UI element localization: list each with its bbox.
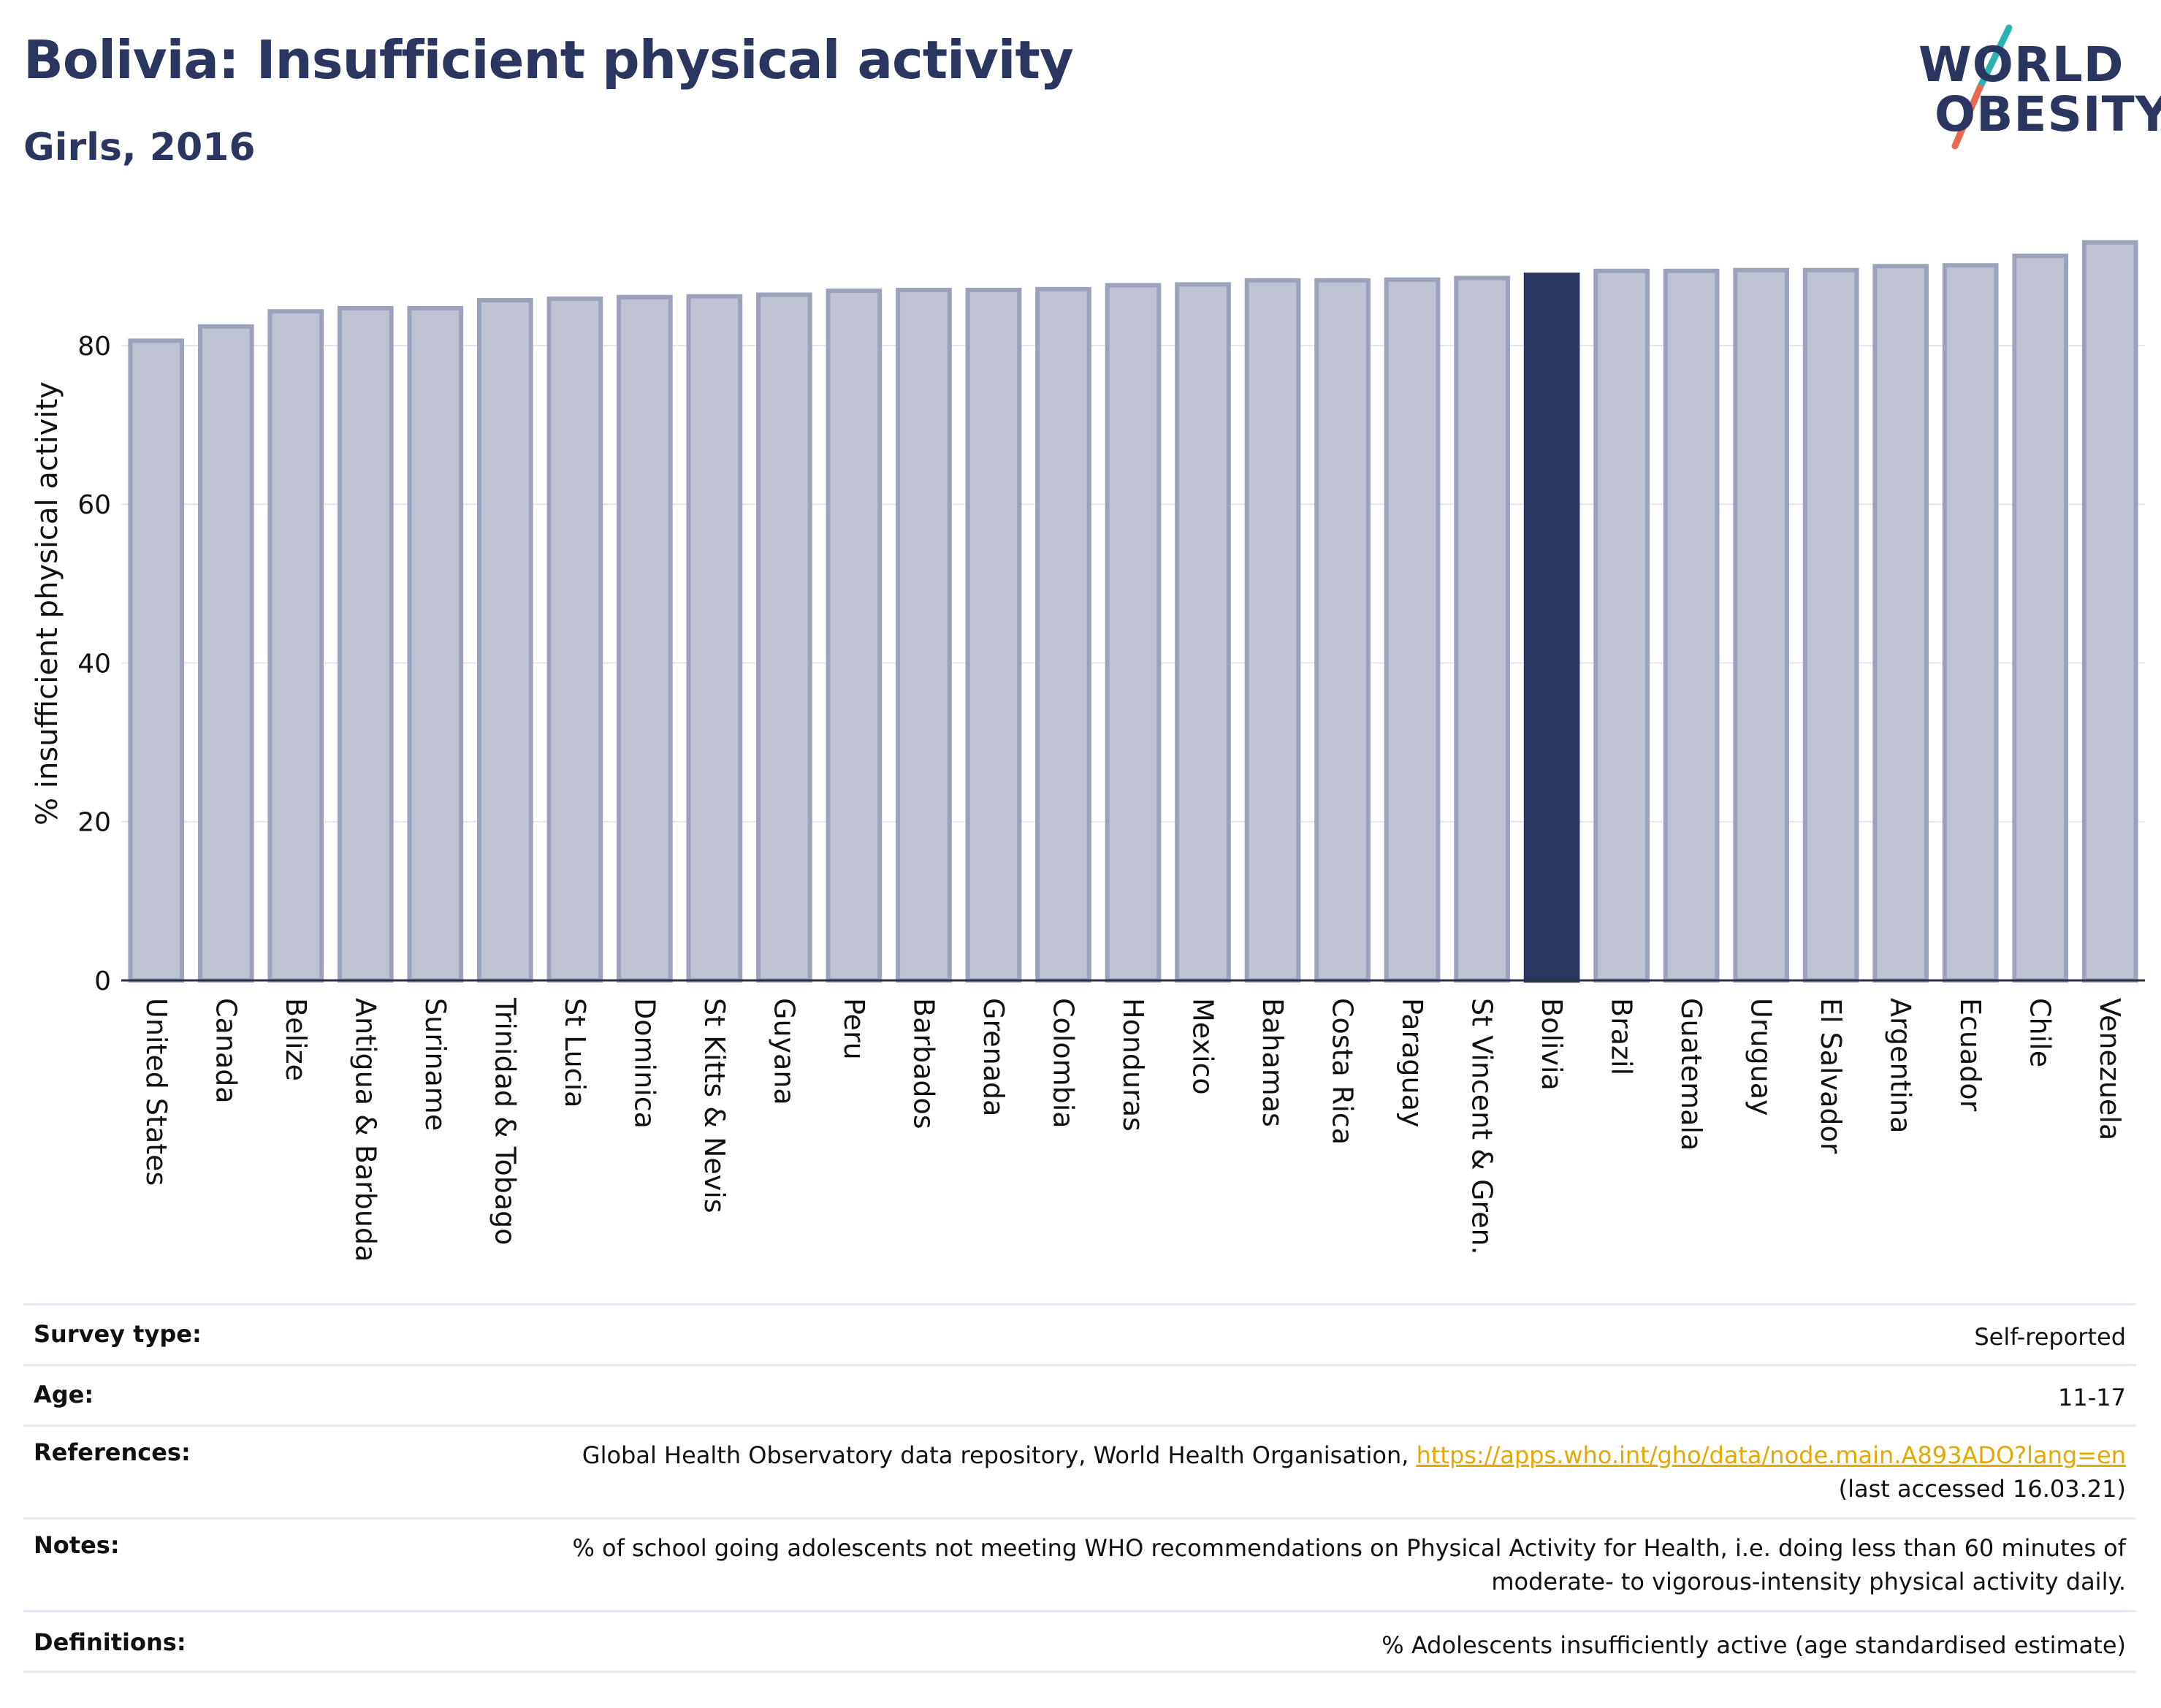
x-tick-label: Barbados xyxy=(907,998,940,1129)
x-tick-label: El Salvador xyxy=(1815,998,1847,1154)
age-label: Age: xyxy=(34,1381,94,1408)
bar-costa-rica xyxy=(1314,278,1371,983)
x-tick-label: Brazil xyxy=(1606,998,1638,1075)
bar-antigua-barbuda xyxy=(337,305,394,983)
x-tick-label: St Lucia xyxy=(559,998,591,1107)
survey-type-value: Self-reported xyxy=(1974,1323,2126,1351)
logo-line2: OBESITY xyxy=(1935,86,2161,142)
references-link[interactable]: https://apps.who.int/gho/data/node.main.… xyxy=(1416,1441,2126,1469)
info-row-survey-type: Survey type: Self-reported xyxy=(23,1303,2136,1364)
bar-guatemala xyxy=(1663,268,1720,983)
age-value: 11-17 xyxy=(2058,1384,2126,1411)
x-tick-label: Grenada xyxy=(977,998,1010,1116)
bar-barbados xyxy=(896,287,952,983)
info-row-notes: Notes: % of school going adolescents not… xyxy=(23,1517,2136,1610)
logo-slash-icon xyxy=(1951,24,2013,150)
notes-label: Notes: xyxy=(34,1531,120,1559)
bar-st-lucia xyxy=(546,296,603,983)
page-title: Bolivia: Insufficient physical activity xyxy=(23,29,1074,91)
bar-st-vincent-gren- xyxy=(1454,275,1510,983)
x-tick-label: Chile xyxy=(2024,998,2057,1067)
x-tick-label: Guatemala xyxy=(1675,998,1707,1151)
bar-argentina xyxy=(1872,264,1929,983)
bar-grenada xyxy=(965,287,1022,983)
info-row-references: References: Global Health Observatory da… xyxy=(23,1425,2136,1517)
x-tick-label: St Kitts & Nevis xyxy=(698,998,731,1213)
x-tick-label: Belize xyxy=(280,998,312,1081)
x-tick-label: Costa Rica xyxy=(1327,998,1359,1145)
logo-line1: WORLD xyxy=(1918,37,2124,93)
y-tick-label: 60 xyxy=(77,490,111,520)
x-tick-label: Bahamas xyxy=(1257,998,1289,1127)
bar-peru xyxy=(826,288,883,983)
bar-uruguay xyxy=(1733,267,1789,983)
bar-colombia xyxy=(1035,286,1091,983)
bar-chart: 0 20 40 60 80 % insufficient physical activit… xyxy=(31,240,2145,1262)
references-accessed: (last accessed 16.03.21) xyxy=(1838,1475,2126,1503)
x-tick-label: Ecuador xyxy=(1954,998,1986,1112)
info-row-age: Age: 11-17 xyxy=(23,1364,2136,1425)
x-tick-label: Dominica xyxy=(628,998,660,1129)
y-tick-label: 0 xyxy=(94,967,111,996)
x-tick-label: Antigua & Barbuda xyxy=(349,998,381,1262)
survey-type-label: Survey type: xyxy=(34,1320,202,1348)
bar-united-states xyxy=(128,338,185,983)
notes-line1: % of school going adolescents not meetin… xyxy=(572,1534,2126,1562)
references-text: Global Health Observatory data repositor… xyxy=(582,1441,1417,1469)
x-tick-label: Trinidad & Tobago xyxy=(489,997,521,1246)
y-axis-label: % insufficient physical activity xyxy=(31,381,64,826)
bar-canada xyxy=(197,324,254,983)
bar-ecuador xyxy=(1942,263,1999,983)
bar-mexico xyxy=(1175,282,1231,983)
definitions-label: Definitions: xyxy=(34,1628,186,1656)
bar-guyana xyxy=(756,292,812,983)
x-tick-label: Peru xyxy=(838,998,870,1060)
x-tick-label: Colombia xyxy=(1047,998,1079,1129)
y-tick-label: 40 xyxy=(77,649,111,679)
world-obesity-logo: WORLD OBESITY xyxy=(1899,22,2161,153)
x-tick-label: St Vincent & Gren. xyxy=(1466,998,1498,1255)
bar-venezuela xyxy=(2081,240,2138,983)
x-tick-label: Honduras xyxy=(1117,998,1149,1132)
x-tick-label: Paraguay xyxy=(1396,998,1428,1127)
bar-belize xyxy=(267,309,324,983)
bar-st-kitts-nevis xyxy=(686,294,743,983)
x-tick-label: Mexico xyxy=(1187,998,1219,1095)
info-table: Survey type: Self-reported Age: 11-17 Re… xyxy=(23,1303,2136,1673)
x-tick-label: Guyana xyxy=(768,998,800,1105)
y-tick-label: 20 xyxy=(77,808,111,838)
info-row-definitions: Definitions: % Adolescents insufficientl… xyxy=(23,1610,2136,1673)
x-tick-label: Suriname xyxy=(419,998,451,1131)
bar-suriname xyxy=(407,305,464,983)
bar-honduras xyxy=(1105,283,1162,983)
bar-el-salvador xyxy=(1802,267,1859,983)
bar-dominica xyxy=(617,294,673,983)
bar-brazil xyxy=(1593,268,1650,983)
bar-chile xyxy=(2012,253,2069,983)
bar-trinidad-tobago xyxy=(477,298,533,983)
notes-line2: moderate- to vigorous-intensity physical… xyxy=(1491,1568,2126,1595)
notes-value: % of school going adolescents not meetin… xyxy=(572,1531,2126,1598)
bar-bolivia xyxy=(1523,272,1580,983)
page-subtitle: Girls, 2016 xyxy=(23,126,256,169)
x-tick-label: United States xyxy=(140,998,172,1186)
definitions-value: % Adolescents insufficiently active (age… xyxy=(1381,1631,2126,1659)
x-tick-label: Bolivia xyxy=(1536,998,1568,1091)
x-tick-label: Uruguay xyxy=(1745,998,1777,1116)
x-tick-label: Canada xyxy=(210,998,242,1104)
references-label: References: xyxy=(34,1438,191,1466)
references-value: Global Health Observatory data repositor… xyxy=(582,1438,2126,1506)
bar-bahamas xyxy=(1244,278,1301,983)
x-tick-label: Venezuela xyxy=(2094,998,2126,1140)
y-tick-label: 80 xyxy=(77,332,111,362)
bar-paraguay xyxy=(1384,277,1441,983)
x-tick-label: Argentina xyxy=(1885,998,1917,1133)
